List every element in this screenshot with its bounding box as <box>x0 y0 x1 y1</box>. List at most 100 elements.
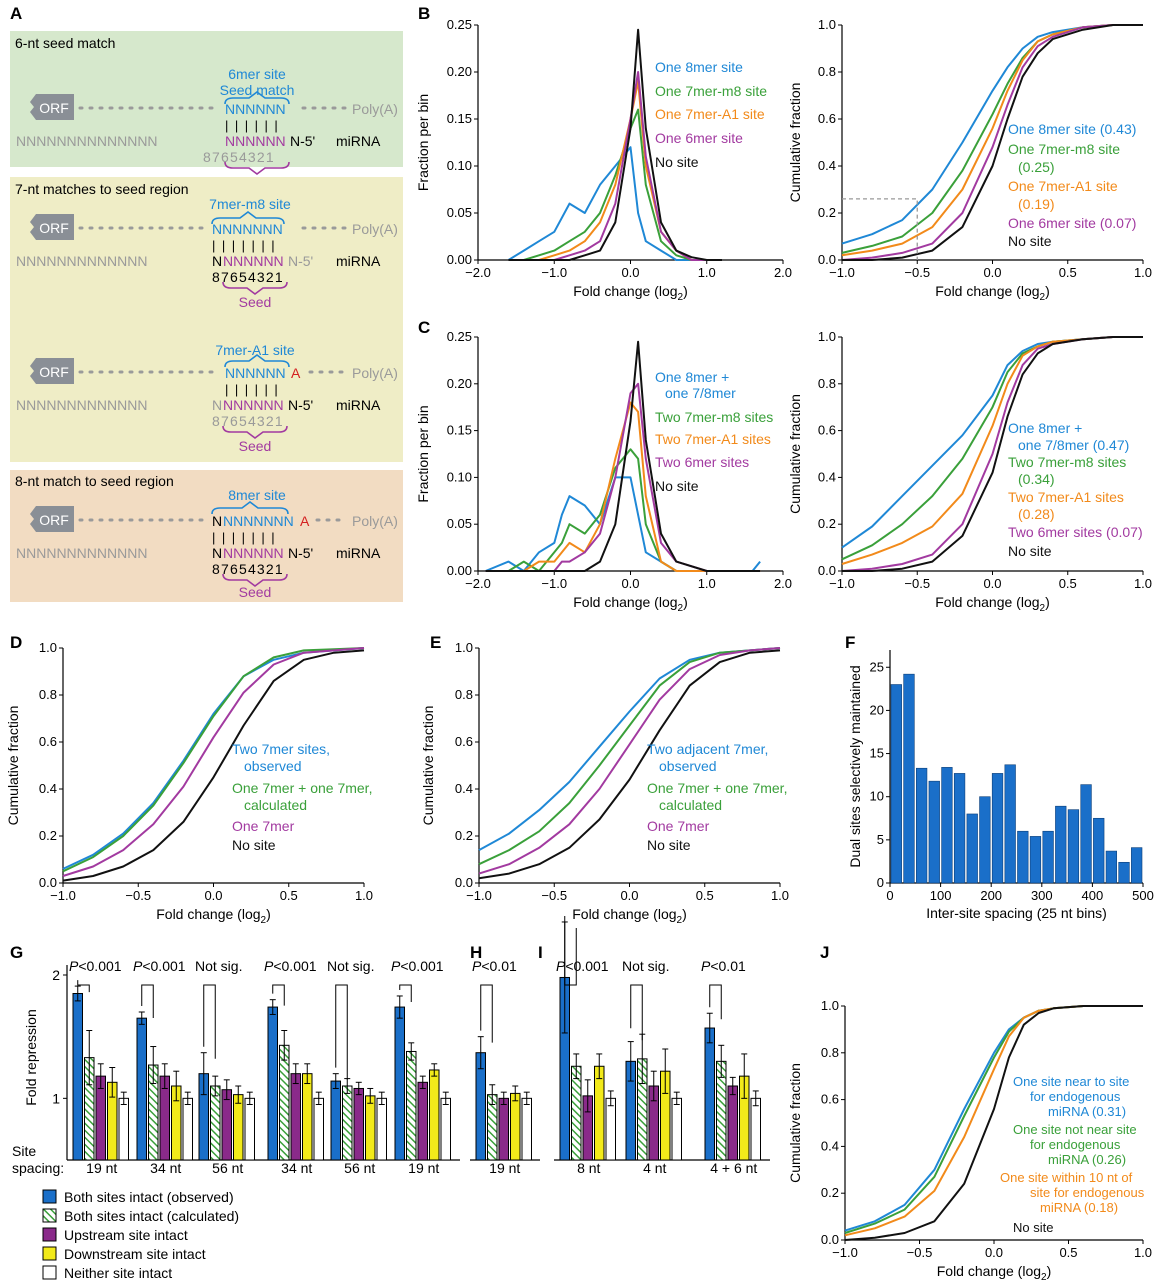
y-tick-label: 15 <box>870 746 884 761</box>
significance-bracket <box>399 984 412 1002</box>
box3-a1-nucleotide: A <box>300 513 310 529</box>
p-value-label: Not sig. <box>327 958 374 974</box>
y-tick-label: 0 <box>877 875 884 890</box>
legend-cr-8mer-2: one 7/8mer (0.47) <box>1018 437 1129 453</box>
x-tick-label: −2.0 <box>465 265 491 280</box>
y-axis-title: Fraction per bin <box>415 94 431 191</box>
box2b-mirna-tail: N-5' <box>288 397 313 413</box>
x-axis-title: Fold change (log2) <box>573 283 688 303</box>
box2b-mirna-seed: NNNNNN <box>223 397 284 413</box>
box2-site-a1: 7mer-A1 site <box>215 342 295 358</box>
bar-neither-site-intact <box>521 1097 532 1161</box>
site-spacing-label: 56 nt <box>212 1160 243 1176</box>
bar-neither-site-intact <box>605 1097 616 1161</box>
legend-cr-7mer-m8-value: (0.34) <box>1018 471 1055 487</box>
series-line-no-site <box>62 649 365 882</box>
y-axis-title: Cumulative fraction <box>787 1063 803 1183</box>
bar-375-400 <box>1080 784 1092 884</box>
panel-label-i: I <box>538 943 543 962</box>
bar-50-75 <box>915 767 928 884</box>
legend-downstream: Downstream site intact <box>64 1246 206 1262</box>
panel-label-b: B <box>418 4 430 23</box>
box2-seed-label: Seed <box>239 294 272 310</box>
series-line-no-site <box>842 336 1143 572</box>
bar-200-225 <box>991 773 1004 884</box>
box2b-mirna-n8: N <box>212 397 222 413</box>
bar-neither-site-intact <box>671 1097 682 1161</box>
significance-bracket <box>480 984 493 1043</box>
legend-d-calculated-2: calculated <box>244 797 307 813</box>
bar-neither-site-intact <box>313 1097 324 1161</box>
x-tick-label: 200 <box>980 888 1002 903</box>
legend-cr-7mer-a1-value: (0.28) <box>1018 506 1055 522</box>
bar-both-sites-intact-calculated <box>571 1065 582 1161</box>
p-value-label: Not sig. <box>622 958 669 974</box>
site-spacing-label: 19 nt <box>86 1160 117 1176</box>
bar-both-sites-intact-observed <box>267 1006 278 1161</box>
site-spacing-label: 34 nt <box>150 1160 181 1176</box>
x-tick-label: −0.5 <box>904 576 930 591</box>
site-spacing-label: 4 + 6 nt <box>710 1160 757 1176</box>
y-tick-label: 0.0 <box>39 875 57 890</box>
significance-bracket <box>141 984 154 1018</box>
legend-j: One site near to site for endogenous miR… <box>1000 1074 1145 1235</box>
y-tick-label: 0.25 <box>447 329 472 344</box>
significance-bracket <box>335 984 348 1080</box>
bar-upstream-site-intact <box>417 1081 428 1161</box>
y-tick-label: 0.00 <box>447 563 472 578</box>
box2b-seed-label: Seed <box>239 438 272 454</box>
y-tick-label: 10 <box>870 789 884 804</box>
x-axis-title: Fold change (log2) <box>935 594 1050 614</box>
legend-b-hist: One 8mer site One 7mer-m8 site One 7mer-… <box>655 59 767 170</box>
bar-neither-site-intact <box>118 1097 129 1161</box>
x-tick-label: 400 <box>1082 888 1104 903</box>
bar-both-sites-intact-observed <box>330 1080 341 1161</box>
chart-c-histogram: −2.0 −1.0 0.0 1.0 2.0 0.00 0.05 0.10 0.15 0.20 0.2… <box>415 329 792 614</box>
x-tick-label: 0.0 <box>621 265 639 280</box>
x-tick-label: 2.0 <box>774 265 792 280</box>
x-tick-label: 1.0 <box>698 576 716 591</box>
panel-a: A 6-nt seed match 6mer site Seed match O… <box>10 4 403 602</box>
significance-bracket <box>564 915 577 986</box>
legend-c-cum: One 8mer + one 7/8mer (0.47) Two 7mer-m8… <box>1008 420 1143 559</box>
box1-polya: Poly(A) <box>352 101 398 117</box>
y-axis-title: Fraction per bin <box>415 405 431 502</box>
box2-a1-nucleotide: A <box>291 365 301 381</box>
x-tick-label: 2.0 <box>774 576 792 591</box>
box3-numbers: 87654321 <box>212 561 284 577</box>
box3-site: 8mer site <box>228 487 286 503</box>
bar-275-300 <box>1029 836 1042 884</box>
bar-350-375 <box>1067 809 1080 884</box>
bar-150-175 <box>966 813 978 884</box>
x-tick-label: 0.5 <box>1059 1245 1077 1260</box>
x-tick-label: 0.0 <box>621 576 639 591</box>
box1-title: 6-nt seed match <box>15 35 115 51</box>
x-tick-label: −1.0 <box>541 576 567 591</box>
y-tick-label: 1 <box>52 1090 60 1106</box>
legend-e-observed: Two adjacent 7mer, <box>647 741 768 757</box>
y-tick-label: 0.2 <box>818 205 836 220</box>
legend-swatch-upstream <box>42 1227 57 1242</box>
bar-upstream-site-intact <box>290 1073 301 1161</box>
y-axis-title: Cumulative fraction <box>787 394 803 514</box>
seed-box-7nt <box>10 177 403 462</box>
x-tick-label: −1.0 <box>829 265 855 280</box>
seed-box-6nt <box>10 31 403 167</box>
guide-dashed-line <box>842 198 918 260</box>
x-tick-label: −0.5 <box>541 888 567 903</box>
panel-label-e: E <box>430 633 441 652</box>
significance-bracket <box>203 984 216 1059</box>
box1-pairing: |||||| <box>225 118 284 133</box>
y-tick-label: 1.0 <box>818 17 836 32</box>
legend-b-7mer-a1: One 7mer-A1 site <box>655 106 765 122</box>
bar-both-sites-intact-calculated <box>279 1044 290 1161</box>
legend-c-nosite: No site <box>655 478 699 494</box>
x-tick-label: −1.0 <box>829 576 855 591</box>
bar-neither-site-intact <box>182 1097 193 1161</box>
box2-pairing: ||||||| <box>212 238 281 253</box>
p-value-label: P<0.001 <box>69 958 122 974</box>
orf-icon: ORF <box>30 358 74 384</box>
series-line-no-site <box>485 340 761 572</box>
y-tick-label: 1.0 <box>818 329 836 344</box>
x-axis-title: Fold change (log2) <box>935 283 1050 303</box>
